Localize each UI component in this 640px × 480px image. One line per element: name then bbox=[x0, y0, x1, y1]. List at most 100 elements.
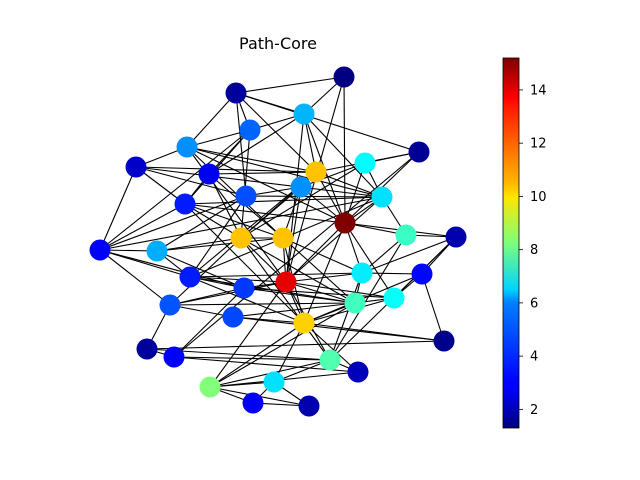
graph-edge bbox=[315, 171, 383, 198]
graph-node bbox=[354, 152, 376, 174]
graph-node bbox=[383, 287, 405, 309]
graph-edge bbox=[209, 322, 305, 388]
graph-edge bbox=[99, 249, 245, 289]
graph-edge bbox=[240, 237, 356, 304]
graph-edge bbox=[300, 162, 366, 188]
colorbar-tick-label: 14 bbox=[530, 83, 547, 98]
graph-edge bbox=[285, 196, 383, 283]
graph-node bbox=[199, 376, 221, 398]
graph-edge bbox=[235, 92, 317, 173]
graph-edge bbox=[186, 129, 251, 148]
colorbar-tick-label: 10 bbox=[530, 190, 547, 205]
graph-node bbox=[293, 312, 315, 334]
graph-edge bbox=[186, 146, 383, 198]
graph-edge bbox=[285, 281, 356, 304]
graph-node bbox=[159, 294, 181, 316]
graph-edge bbox=[285, 272, 363, 283]
graph-node bbox=[272, 227, 294, 249]
graph-node bbox=[163, 346, 185, 368]
graph-edge bbox=[189, 272, 363, 278]
graph-edge bbox=[156, 250, 245, 289]
graph-node bbox=[174, 193, 196, 215]
graph-node bbox=[445, 226, 467, 248]
graph-node bbox=[371, 186, 393, 208]
colorbar-tick-label: 6 bbox=[530, 296, 538, 311]
graph-node bbox=[411, 263, 433, 285]
graph-edge bbox=[156, 237, 242, 252]
graph-edge bbox=[303, 222, 346, 324]
graph-edge bbox=[189, 276, 305, 324]
graph-node bbox=[146, 240, 168, 262]
graph-edge bbox=[282, 237, 363, 274]
graph-edge bbox=[329, 272, 363, 361]
graph-node bbox=[235, 185, 257, 207]
graph-node bbox=[263, 371, 285, 393]
graph-edge bbox=[99, 249, 171, 306]
graph-node bbox=[351, 262, 373, 284]
graph-node bbox=[176, 136, 198, 158]
graph-edge bbox=[303, 113, 383, 198]
graph-edge bbox=[361, 236, 457, 274]
graph-node bbox=[408, 141, 430, 163]
graph-node bbox=[222, 306, 244, 328]
graph-edge bbox=[135, 166, 247, 197]
graph-node bbox=[125, 156, 147, 178]
graph-edge bbox=[232, 316, 445, 342]
graph-edge bbox=[240, 186, 302, 239]
graph-node bbox=[179, 266, 201, 288]
graph-edge bbox=[169, 304, 234, 318]
graph-edge bbox=[344, 162, 366, 224]
colorbar-ticks: 2 4 6 8 10 12 14 bbox=[519, 83, 547, 418]
graph-node bbox=[293, 103, 315, 125]
graph-edge bbox=[135, 166, 317, 173]
colorbar-tick-label: 12 bbox=[530, 137, 547, 152]
graph-edge bbox=[173, 151, 420, 358]
graph-edge bbox=[99, 203, 186, 251]
graph-edge bbox=[99, 196, 383, 251]
graph-node bbox=[319, 349, 341, 371]
colorbar-tick-label: 4 bbox=[530, 350, 538, 365]
graph-edge bbox=[245, 195, 383, 198]
graph-edge bbox=[235, 76, 345, 94]
graph-edge bbox=[146, 340, 445, 350]
graph-edge bbox=[209, 381, 275, 388]
colorbar-tick-label: 2 bbox=[530, 403, 538, 418]
graph-node bbox=[230, 227, 252, 249]
graph-edge bbox=[135, 166, 383, 198]
graph-node bbox=[225, 82, 247, 104]
graph-edge bbox=[273, 322, 305, 383]
graph-edge bbox=[173, 287, 245, 358]
graph-edge bbox=[240, 129, 251, 239]
graph-node bbox=[433, 330, 455, 352]
graph-edge bbox=[285, 186, 302, 283]
graph-node bbox=[136, 338, 158, 360]
graph-node bbox=[275, 271, 297, 293]
graph-node bbox=[198, 163, 220, 185]
colorbar: 2 4 6 8 10 12 14 bbox=[502, 57, 547, 429]
graph-node bbox=[239, 119, 261, 141]
graph-edge bbox=[303, 322, 359, 373]
graph-edge bbox=[209, 302, 356, 388]
graph-edge bbox=[99, 129, 251, 251]
graph-edge bbox=[99, 166, 137, 251]
graph-node bbox=[347, 361, 369, 383]
graph-edge bbox=[169, 302, 356, 306]
graph-edge bbox=[240, 237, 331, 361]
graph-edge bbox=[344, 222, 395, 299]
graph-edge bbox=[156, 237, 284, 252]
graph-node bbox=[233, 277, 255, 299]
chart-title: Path-Core bbox=[239, 34, 317, 53]
graph-edge bbox=[240, 162, 366, 239]
graph-edge bbox=[186, 92, 237, 148]
colorbar-tick-label: 8 bbox=[530, 243, 538, 258]
graph-edge bbox=[184, 203, 284, 239]
graph-node bbox=[334, 212, 356, 234]
network-graph bbox=[89, 66, 467, 417]
graph-node bbox=[242, 392, 264, 414]
graph-node bbox=[333, 66, 355, 88]
graph-edge bbox=[184, 203, 242, 239]
graph-edge bbox=[184, 129, 251, 205]
graph-node bbox=[89, 239, 111, 261]
